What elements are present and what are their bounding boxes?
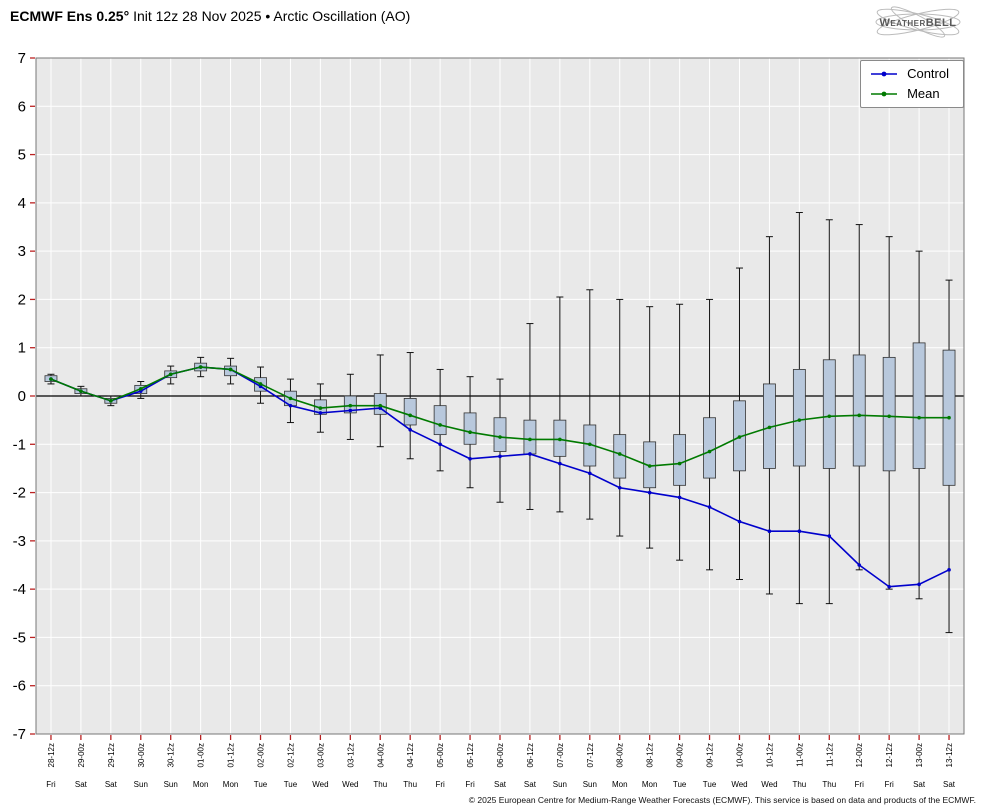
svg-text:03-12z: 03-12z	[346, 743, 355, 767]
svg-text:-5: -5	[13, 629, 26, 646]
weatherbell-logo: WeatherBELL	[856, 0, 980, 51]
weatherbell-logo-graphic: WeatherBELL	[875, 6, 961, 38]
svg-text:-7: -7	[13, 726, 26, 743]
svg-text:Sat: Sat	[75, 780, 88, 789]
svg-text:07-12z: 07-12z	[586, 743, 595, 767]
svg-text:Mon: Mon	[612, 780, 628, 789]
chart-title: ECMWF Ens 0.25° Init 12z 28 Nov 2025 • A…	[10, 8, 410, 24]
svg-text:2: 2	[18, 291, 26, 308]
svg-text:09-00z: 09-00z	[676, 743, 685, 767]
legend-label-mean: Mean	[907, 86, 940, 101]
svg-text:Wed: Wed	[761, 780, 777, 789]
svg-text:Wed: Wed	[731, 780, 747, 789]
svg-text:Sun: Sun	[553, 780, 567, 789]
svg-text:10-00z: 10-00z	[735, 743, 744, 767]
svg-text:01-00z: 01-00z	[197, 743, 206, 767]
svg-text:12-00z: 12-00z	[855, 743, 864, 767]
svg-text:-6: -6	[13, 678, 26, 695]
svg-text:10-12z: 10-12z	[765, 743, 774, 767]
svg-text:Fri: Fri	[855, 780, 865, 789]
svg-text:1: 1	[18, 340, 26, 357]
svg-text:5: 5	[18, 147, 26, 164]
svg-text:6: 6	[18, 98, 26, 115]
legend-sample-mean	[871, 91, 898, 96]
hurricane-swirl-icon	[875, 6, 961, 38]
svg-text:11-00z: 11-00z	[795, 743, 804, 767]
svg-text:0: 0	[18, 388, 26, 405]
svg-text:11-12z: 11-12z	[825, 743, 834, 767]
svg-text:Mon: Mon	[223, 780, 239, 789]
svg-text:Tue: Tue	[673, 780, 687, 789]
title-model: ECMWF Ens 0.25°	[10, 8, 130, 24]
legend-sample-control	[871, 71, 898, 76]
svg-text:Wed: Wed	[342, 780, 358, 789]
svg-text:Sat: Sat	[913, 780, 926, 789]
svg-text:05-00z: 05-00z	[436, 743, 445, 767]
svg-text:28-12z: 28-12z	[47, 743, 56, 767]
svg-text:Sun: Sun	[134, 780, 148, 789]
svg-text:08-00z: 08-00z	[616, 743, 625, 767]
svg-text:04-00z: 04-00z	[376, 743, 385, 767]
svg-text:4: 4	[18, 195, 26, 212]
svg-text:07-00z: 07-00z	[556, 743, 565, 767]
title-description: Init 12z 28 Nov 2025 • Arctic Oscillatio…	[129, 8, 411, 24]
y-axis-labels: 7 6 5 4 3 2 1 0 -1 -2 -3 -4 -5 -6 -7	[13, 50, 26, 743]
svg-text:Thu: Thu	[403, 780, 417, 789]
svg-text:30-00z: 30-00z	[137, 743, 146, 767]
svg-text:-3: -3	[13, 533, 26, 550]
svg-text:Thu: Thu	[373, 780, 387, 789]
svg-text:Sat: Sat	[105, 780, 118, 789]
svg-text:12-12z: 12-12z	[885, 743, 894, 767]
svg-text:-2: -2	[13, 485, 26, 502]
svg-text:13-00z: 13-00z	[915, 743, 924, 767]
svg-text:04-12z: 04-12z	[406, 743, 415, 767]
svg-text:Fri: Fri	[435, 780, 445, 789]
x-axis-labels: 28-12z 29-00z 29-12z 30-00z 30-12z 01-00z 01-1…	[47, 743, 954, 767]
legend-label-control: Control	[907, 66, 949, 81]
legend-item-control: Control	[869, 66, 949, 81]
svg-text:Tue: Tue	[284, 780, 298, 789]
svg-text:Sat: Sat	[943, 780, 956, 789]
svg-text:Fri: Fri	[884, 780, 894, 789]
plot-border	[35, 57, 965, 735]
svg-text:01-12z: 01-12z	[227, 743, 236, 767]
svg-text:Fri: Fri	[46, 780, 56, 789]
svg-text:02-12z: 02-12z	[286, 743, 295, 767]
svg-text:3: 3	[18, 243, 26, 260]
svg-text:Mon: Mon	[193, 780, 209, 789]
svg-text:Tue: Tue	[703, 780, 717, 789]
svg-text:06-00z: 06-00z	[496, 743, 505, 767]
svg-text:08-12z: 08-12z	[646, 743, 655, 767]
svg-text:Sun: Sun	[583, 780, 597, 789]
svg-text:-4: -4	[13, 581, 26, 598]
logo-text: WeatherBELL	[880, 17, 957, 29]
svg-text:-1: -1	[13, 436, 26, 453]
svg-text:13-12z: 13-12z	[945, 743, 954, 767]
svg-text:29-12z: 29-12z	[107, 743, 116, 767]
svg-text:05-12z: 05-12z	[466, 743, 475, 767]
svg-text:29-00z: 29-00z	[77, 743, 86, 767]
ensemble-box-whisker-chart: 7 6 5 4 3 2 1 0 -1 -2 -3 -4 -5 -6 -7 28-12z 29-00z 29-12z…	[13, 50, 965, 789]
mean-line	[49, 365, 951, 468]
svg-text:02-00z: 02-00z	[257, 743, 266, 767]
svg-text:30-12z: 30-12z	[167, 743, 176, 767]
svg-text:7: 7	[18, 50, 26, 67]
svg-text:Thu: Thu	[822, 780, 836, 789]
day-labels: Fri Sat Sat Sun Sun Mon Mon Tue Tue Wed Wed Thu Thu F…	[46, 780, 956, 789]
svg-text:Wed: Wed	[312, 780, 328, 789]
copyright-text: © 2025 European Centre for Medium-Range …	[468, 795, 976, 805]
svg-text:Fri: Fri	[465, 780, 475, 789]
svg-text:Tue: Tue	[254, 780, 268, 789]
svg-text:Sat: Sat	[524, 780, 537, 789]
svg-text:Mon: Mon	[642, 780, 658, 789]
axis-ticks	[30, 57, 950, 740]
svg-text:Thu: Thu	[792, 780, 806, 789]
legend-item-mean: Mean	[869, 86, 949, 101]
chart-legend: Control Mean	[860, 60, 964, 108]
svg-text:06-12z: 06-12z	[526, 743, 535, 767]
svg-text:03-00z: 03-00z	[316, 743, 325, 767]
svg-text:Sat: Sat	[494, 780, 507, 789]
svg-text:09-12z: 09-12z	[706, 743, 715, 767]
svg-text:Sun: Sun	[164, 780, 178, 789]
